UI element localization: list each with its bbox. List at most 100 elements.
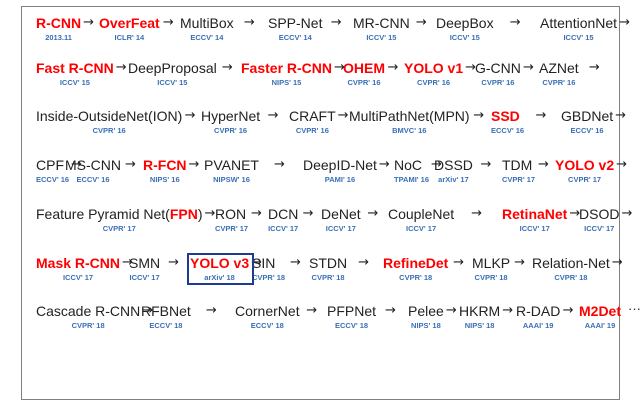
node-venue: AAAI' 19 [584,321,616,330]
arrow-icon: → [162,15,174,30]
node-name: YOLO v2 [555,157,614,173]
arrow-icon: → [142,303,154,318]
arrow-icon: → [522,60,534,75]
node-name-acronym: FPN [169,206,198,222]
node-venue: ICCV' 15 [366,33,397,42]
node-name-text: YOLO v2 [555,157,615,173]
node-craft: CRAFT CVPR' 16 [289,108,336,135]
arrow-icon: → [538,157,549,172]
arrow-icon: → [125,157,136,172]
node-name: YOLO v3 [190,255,249,271]
node-name-text: DCN [268,206,299,222]
node-name-text: M2Det [579,303,622,319]
node-name-text: DeNet [321,206,361,222]
arrow-icon: → [387,60,399,75]
arrow-icon: → [465,60,477,75]
arrow-icon: → [480,157,492,172]
node-mlkp: MLKP CVPR' 18 [472,255,510,282]
node-name: DSOD [579,206,619,222]
node-yolo-v3: YOLO v3 arXiv' 18 [190,255,249,282]
node-mr-cnn: MR-CNN ICCV' 15 [353,15,410,42]
node-name: DeepProposal [128,60,217,76]
node-venue: arXiv' 17 [438,175,469,184]
node-name: CRAFT [289,108,336,124]
arrow-icon: → [514,255,525,270]
node-multibox: MultiBox ECCV' 14 [180,15,234,42]
node-name-text: RON [215,206,247,222]
node-venue: ECCV' 18 [334,321,369,330]
node-name-text: DSOD [579,206,620,222]
node-name: SMN [129,255,160,271]
node-name: MS-CNN [65,157,121,173]
arrow-icon: → [334,60,345,75]
arrow-icon: → [611,255,623,270]
node-name: OverFeat [99,15,160,31]
node-venue: ICLR' 14 [114,33,145,42]
node-name: CPF [36,157,69,173]
node-name: DeepBox [436,15,494,31]
node-aznet: AZNet CVPR' 16 [539,60,579,87]
node-denet: DeNet ICCV' 17 [321,206,361,233]
arrow-icon: → [330,15,342,30]
arrow-icon: → [267,108,279,123]
arrow-icon: → [251,255,263,270]
node-name: PFPNet [327,303,376,319]
node-retinanet: RetinaNet ICCV' 17 [502,206,567,233]
node-venue: CVPR' 17 [102,224,136,233]
node-name-text: TDM [502,157,533,173]
arrow-icon: → [619,15,630,30]
node-venue: CVPR' 18 [399,273,433,282]
node-venue: CVPR' 16 [92,126,126,135]
node-name: DSSD [434,157,473,173]
node-venue: ECCV' 14 [278,33,312,42]
node-venue: ECCV' 16 [76,175,110,184]
arrow-icon: → [205,303,217,318]
node-name: RetinaNet [502,206,567,222]
node-dsod: DSOD ICCV' 17 [579,206,619,233]
node-dcn: DCN ICCV' 17 [268,206,298,233]
arrow-icon: → [337,108,349,123]
node-gbdnet: GBDNet ECCV' 16 [561,108,613,135]
node-r-fcn: R-FCN NIPS' 16 [143,157,187,184]
node-venue: CVPR' 16 [417,78,451,87]
node-venue: ICCV' 17 [584,224,615,233]
node-name: CoupleNet [388,206,454,222]
node-name: PVANET [204,157,259,173]
node-venue: ICCV' 15 [157,78,188,87]
node-name: Faster R-CNN [241,60,332,76]
node-venue: CVPR' 16 [481,78,515,87]
arrow-icon: → [453,255,465,270]
node-name: R-DAD [516,303,560,319]
node-venue: ECCV' 18 [250,321,284,330]
node-name-text: G-CNN [475,60,521,76]
node-name: R-FCN [143,157,187,173]
node-ssd: SSD ECCV' 16 [491,108,524,135]
node-venue: NIPS' 18 [411,321,441,330]
node-g-cnn: G-CNN CVPR' 16 [475,60,521,87]
node-deepbox: DeepBox ICCV' 15 [436,15,494,42]
node-name: GBDNet [561,108,613,124]
node-name: RefineDet [383,255,448,271]
node-name: CornerNet [235,303,300,319]
node-yolo-v1: YOLO v1 CVPR' 16 [404,60,463,87]
node-venue: NIPS' 16 [149,175,180,184]
highlight-box [187,253,255,285]
node-venue: CVPR' 16 [295,126,329,135]
node-dssd: DSSD arXiv' 17 [434,157,473,184]
arrow-icon: → [358,255,369,270]
node-name-text: Inside-OutsideNet(ION) [36,108,183,124]
node-name: SSD [491,108,524,124]
arrow-icon: → [415,15,427,30]
node-name-text: R-CNN [36,15,82,31]
node-yolo-v2: YOLO v2 CVPR' 17 [555,157,614,184]
node-name: Pelee [408,303,444,319]
node-name-text: YOLO v1 [404,60,464,76]
node-name-text: MR-CNN [353,15,410,31]
arrow-icon: → [616,157,628,172]
node-cascade-r-cnn: Cascade R-CNN CVPR' 18 [36,303,140,330]
node-pfpnet: PFPNet ECCV' 18 [327,303,376,330]
node-name-text: PVANET [204,157,259,173]
arrow-icon: → [71,157,82,172]
node-venue: ECCV' 14 [190,33,224,42]
node-name-text: PFPNet [327,303,377,319]
